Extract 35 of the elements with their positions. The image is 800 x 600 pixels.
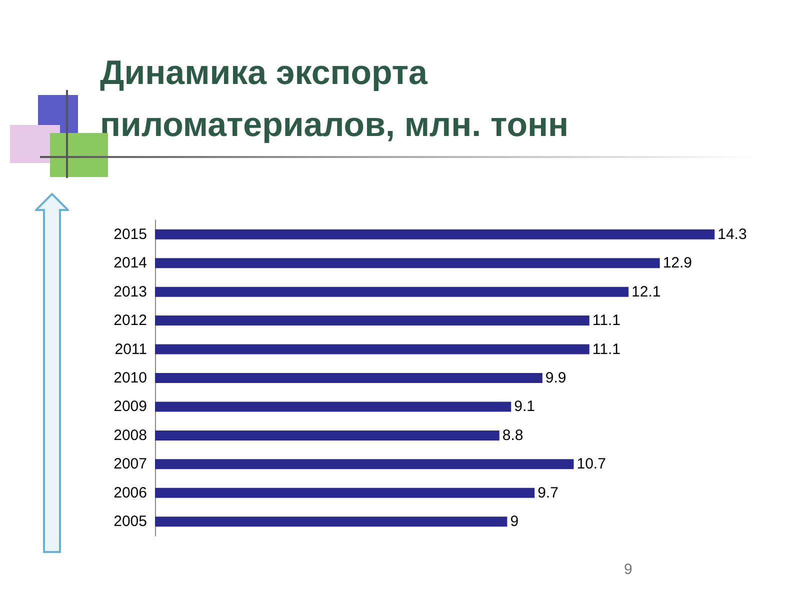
bar [155,229,715,240]
y-tick-label: 2009 [114,398,147,416]
y-tick-label: 2012 [114,312,147,330]
data-label: 10.7 [576,456,606,473]
bar [155,316,590,326]
y-tick-label: 2006 [114,484,147,502]
y-tick-label: 2007 [114,456,147,473]
bar [155,286,629,297]
data-label: 12.9 [662,254,692,272]
data-label: 14.3 [718,226,747,243]
data-label: 11.1 [592,340,620,358]
data-label: 8.8 [502,426,524,444]
bar [155,488,535,498]
data-label: 9 [510,513,519,530]
y-tick-label: 2005 [114,513,147,530]
y-tick-label: 2014 [114,254,147,272]
bar [155,344,590,354]
y-tick-label: 2010 [114,370,147,386]
bar [155,402,512,412]
y-tick-label: 2015 [114,226,147,243]
chart-title: Динамика экспорта пиломатериалов, млн. тонн [100,54,569,144]
y-tick-label: 2011 [114,340,147,358]
data-label: 9.9 [545,370,566,386]
y-tick-label: 2008 [114,426,147,444]
data-label: 9.1 [514,398,535,416]
data-label: 9.7 [538,484,558,502]
text: 9 [624,561,632,578]
bar [155,430,500,440]
bar [155,373,542,383]
bar [155,258,660,268]
data-label: 12.1 [632,283,661,300]
bar [155,516,508,527]
y-tick-label: 2013 [114,283,147,300]
bar [155,459,574,470]
data-label: 11.1 [592,312,620,330]
